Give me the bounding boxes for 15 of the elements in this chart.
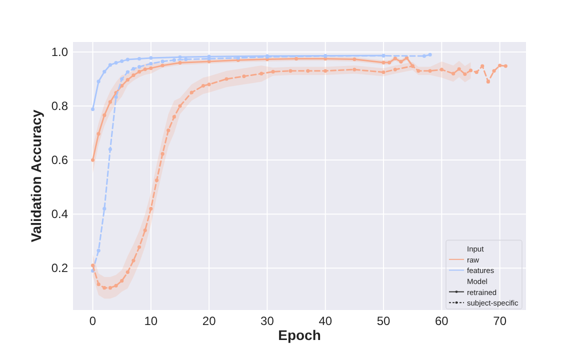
y-axis-title: Validation Accuracy [28,110,44,242]
x-tick-label: 60 [435,314,449,328]
y-tick-label: 0.6 [51,153,68,168]
x-tick-label: 30 [260,314,274,328]
y-tick-label: 0.8 [51,99,68,114]
x-tick-label: 0 [89,314,96,328]
x-tick-label: 20 [202,314,216,328]
x-axis-title: Epoch [278,327,321,343]
y-tick-label: 0.4 [51,207,68,222]
y-tick-label: 1.0 [51,44,68,59]
x-tick-label: 50 [376,314,391,328]
y-tick-label: 0.2 [51,261,68,276]
x-tick-label: 40 [318,314,332,328]
x-tick-label: 10 [144,314,158,328]
x-tick-label: 70 [493,314,507,328]
